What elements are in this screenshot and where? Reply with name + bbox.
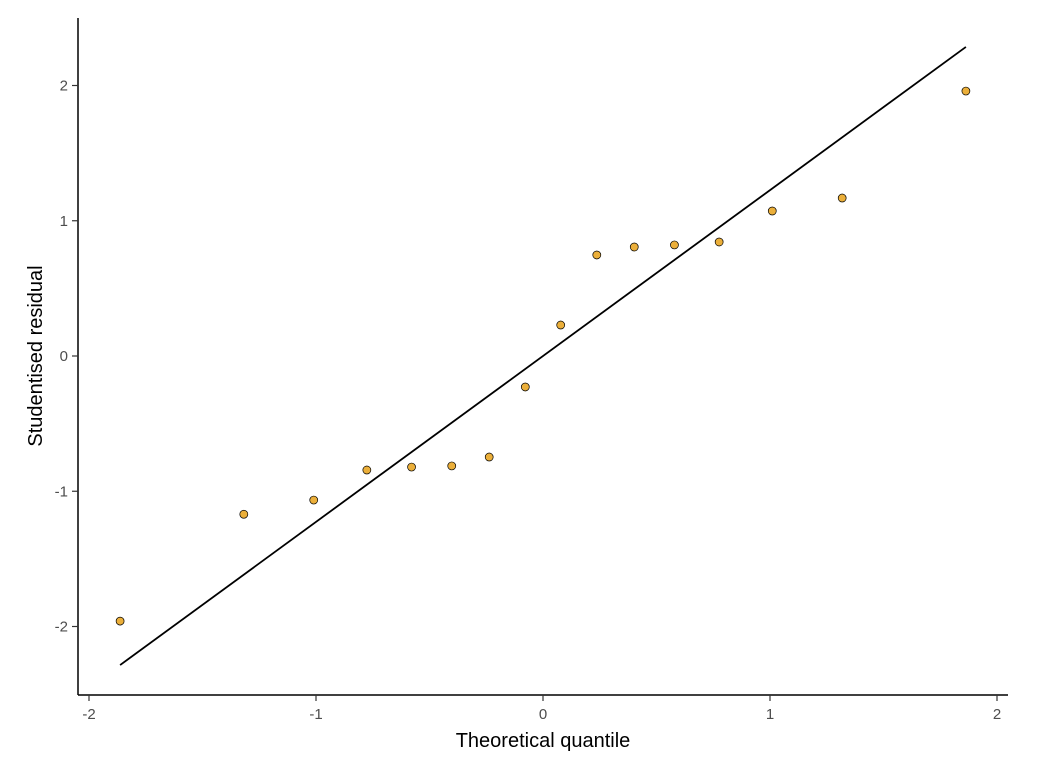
plot-marks: [115, 46, 971, 666]
x-tick-label: 2: [993, 706, 1001, 723]
data-point: [714, 237, 724, 247]
y-tick-label: 0: [60, 348, 68, 365]
data-point: [362, 465, 372, 475]
y-axis-ticks: -2 -1 0 1 2: [55, 78, 78, 636]
data-point: [484, 452, 494, 462]
data-point: [520, 382, 530, 392]
y-tick-label: 2: [60, 78, 68, 95]
reference-line: [119, 46, 967, 666]
x-tick-label: 0: [539, 706, 547, 723]
x-axis-label: Theoretical quantile: [456, 730, 631, 752]
data-point: [239, 509, 249, 519]
data-point: [837, 193, 847, 203]
x-tick-label: -1: [309, 706, 322, 723]
y-tick-label: 1: [60, 213, 68, 230]
y-tick-label: -2: [55, 619, 68, 636]
x-tick-label: 1: [766, 706, 774, 723]
data-point: [629, 242, 639, 252]
x-tick-label: -2: [82, 706, 95, 723]
data-point: [767, 206, 777, 216]
data-point: [670, 240, 679, 250]
data-point: [961, 86, 971, 96]
y-axis-label: Studentised residual: [25, 265, 47, 446]
x-axis-ticks: -2 -1 0 1 2: [82, 695, 1001, 723]
data-point: [115, 616, 125, 626]
data-point: [407, 462, 416, 472]
data-point: [447, 461, 457, 471]
data-point: [556, 320, 566, 330]
data-point: [592, 250, 602, 260]
data-point: [309, 495, 319, 505]
y-tick-label: -1: [55, 483, 68, 500]
